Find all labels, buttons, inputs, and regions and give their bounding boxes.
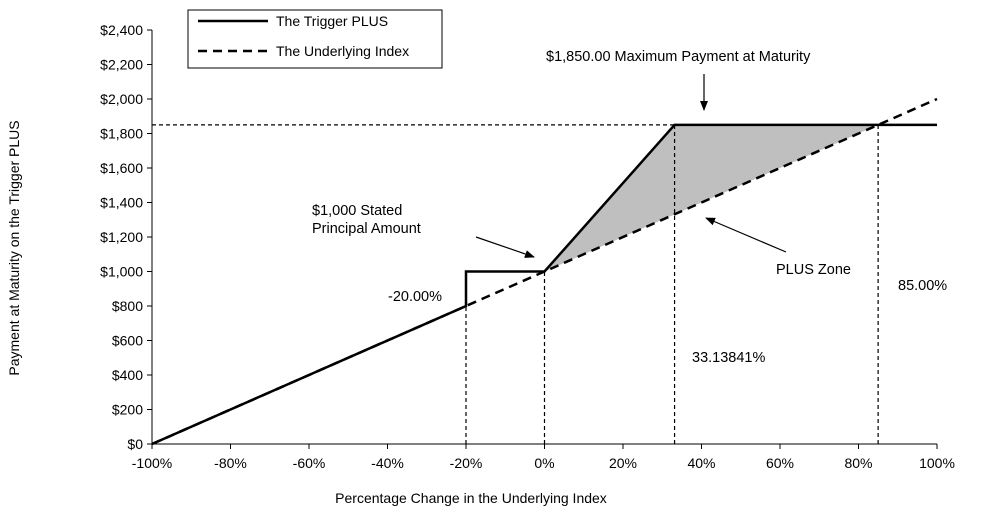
y-tick-label: $1,800 [100,126,143,142]
x-tick-label: 80% [844,455,872,471]
y-tick-label: $1,600 [100,160,143,176]
x-tick-label: 60% [766,455,794,471]
annotation-max-level: 85.00% [898,278,947,294]
x-tick-label: -40% [371,455,404,471]
y-tick-label: $2,000 [100,91,143,107]
annotation-cap-level: 33.13841% [692,350,765,366]
annotation-stated-principal-line2: Principal Amount [312,221,421,237]
x-tick-label: 0% [534,455,554,471]
arrow-plus-zone [705,217,787,253]
x-tick-label: 100% [919,455,955,471]
trigger-plus-line [151,123,937,446]
y-tick-label: $2,400 [100,22,143,38]
x-ticks: -100% -80% -60% -40% -20% 0% 20% 40% 60% 80% 100% [132,444,955,471]
y-tick-label: $600 [112,333,143,349]
y-tick-label: $800 [112,298,143,314]
arrow-stated-principal [475,236,535,258]
legend-label-trigger: The Trigger PLUS [276,13,388,29]
x-tick-label: -80% [214,455,247,471]
y-tick-label: $200 [112,402,143,418]
y-tick-label: $400 [112,367,143,383]
y-tick-label: $1,000 [100,264,143,280]
annotation-stated-principal-line1: $1,000 Stated [312,203,402,219]
x-tick-label: -20% [450,455,483,471]
y-tick-label: $2,200 [100,57,143,73]
x-tick-label: 40% [687,455,715,471]
x-axis-title: Percentage Change in the Underlying Inde… [335,490,607,506]
legend-label-underlying: The Underlying Index [276,43,409,59]
y-axis-title: Payment at Maturity on the Trigger PLUS [6,120,22,375]
legend-box [187,9,443,69]
legend: The Trigger PLUS The Underlying Index [187,9,443,69]
annotation-trigger-level: -20.00% [388,289,442,305]
x-tick-label: -60% [293,455,326,471]
annotation-max-payment: $1,850.00 Maximum Payment at Maturity [546,49,811,65]
y-tick-label: $1,400 [100,195,143,211]
y-tick-label: $0 [127,436,143,452]
annotation-plus-zone: PLUS Zone [776,262,851,278]
y-ticks: $0 $200 $400 $600 $800 $1,000 $1,200 $1,400 $1,6… [100,22,152,452]
y-tick-label: $1,200 [100,229,143,245]
x-tick-label: 20% [609,455,637,471]
x-tick-label: -100% [132,455,172,471]
